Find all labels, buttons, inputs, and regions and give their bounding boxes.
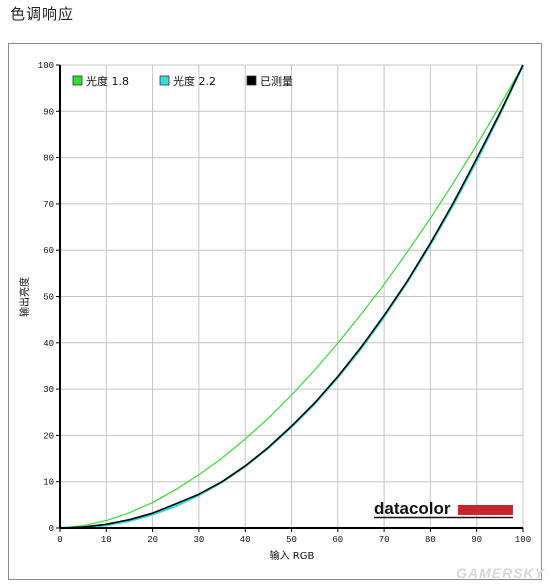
y-tick-label: 30	[43, 385, 54, 395]
x-tick-label: 90	[471, 535, 482, 545]
tick-labels: 0 10 20 30 40 50 60 70 80 90 100 0 10 20 30 40 50 60 70 80 9…	[38, 61, 531, 545]
legend-label-1: 光度 1.8	[86, 74, 129, 88]
legend-label-3: 已测量	[260, 75, 293, 88]
gamersky-watermark: GAMERSKY	[456, 565, 546, 581]
datacolor-logo-text: datacolor	[374, 499, 451, 518]
series-line-1	[59, 64, 524, 529]
y-tick-label: 60	[43, 246, 54, 256]
y-tick-label: 10	[43, 478, 54, 488]
x-axis-label: 输入 RGB	[270, 549, 315, 562]
x-tick-label: 50	[286, 535, 297, 545]
axes	[56, 64, 524, 532]
y-tick-label: 0	[49, 524, 54, 534]
x-tick-label: 30	[193, 535, 204, 545]
x-tick-label: 80	[425, 535, 436, 545]
series-lines	[59, 64, 524, 530]
y-tick-label: 100	[38, 61, 54, 71]
y-tick-label: 50	[43, 293, 54, 303]
y-tick-label: 40	[43, 339, 54, 349]
y-tick-label: 20	[43, 431, 54, 441]
x-tick-label: 10	[101, 535, 112, 545]
legend: 光度 1.8 光度 2.2 已测量	[72, 74, 293, 88]
x-tick-label: 0	[57, 535, 62, 545]
series-line-3	[59, 64, 524, 529]
chart-frame	[8, 43, 542, 580]
x-tick-label: 60	[332, 535, 343, 545]
y-axis-label: 输出亮度	[18, 277, 31, 317]
legend-swatch-1	[72, 75, 83, 86]
x-tick-label: 20	[147, 535, 158, 545]
x-tick-label: 100	[515, 535, 531, 545]
legend-swatch-2	[159, 75, 170, 86]
grid-lines	[59, 64, 524, 529]
y-tick-label: 80	[43, 154, 54, 164]
legend-swatch-3	[246, 75, 257, 86]
y-tick-label: 70	[43, 200, 54, 210]
datacolor-logo-bar	[458, 505, 513, 515]
page-title: 色调响应	[10, 5, 75, 23]
datacolor-logo: datacolor	[374, 499, 513, 519]
x-tick-label: 70	[379, 535, 390, 545]
y-tick-label: 90	[43, 107, 54, 117]
legend-label-2: 光度 2.2	[173, 74, 216, 88]
x-tick-label: 40	[240, 535, 251, 545]
